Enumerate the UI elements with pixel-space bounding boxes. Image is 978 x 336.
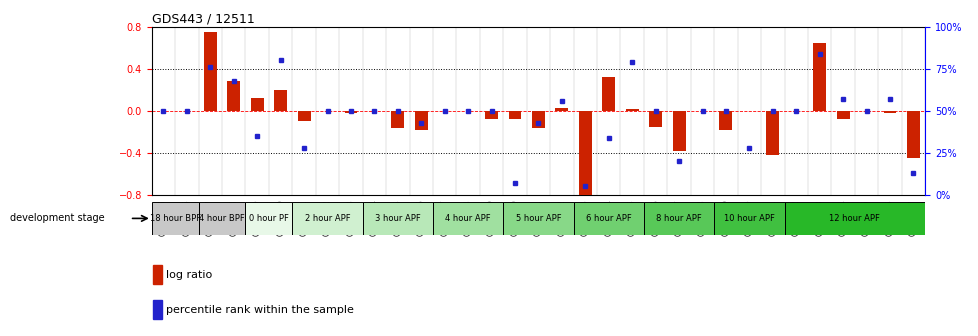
- Text: 2 hour APF: 2 hour APF: [304, 214, 350, 223]
- Bar: [415, 111, 427, 130]
- Bar: [883, 111, 896, 113]
- Text: 4 hour BPF: 4 hour BPF: [199, 214, 244, 223]
- Bar: [783, 202, 924, 235]
- Bar: [625, 109, 638, 111]
- Text: development stage: development stage: [10, 213, 105, 223]
- Bar: [292, 202, 362, 235]
- Text: 3 hour APF: 3 hour APF: [375, 214, 421, 223]
- Bar: [601, 77, 614, 111]
- Text: 10 hour APF: 10 hour APF: [723, 214, 774, 223]
- Bar: [485, 111, 498, 119]
- Bar: [578, 111, 591, 197]
- Bar: [555, 108, 568, 111]
- Bar: [344, 111, 357, 113]
- Bar: [719, 111, 732, 130]
- Bar: [906, 111, 919, 158]
- Bar: [531, 111, 545, 128]
- Bar: [432, 202, 503, 235]
- Bar: [297, 111, 310, 121]
- Text: 12 hour APF: 12 hour APF: [828, 214, 879, 223]
- Bar: [573, 202, 644, 235]
- Bar: [153, 265, 161, 284]
- Bar: [813, 43, 825, 111]
- Text: GDS443 / 12511: GDS443 / 12511: [152, 13, 254, 26]
- Bar: [503, 202, 573, 235]
- Text: percentile rank within the sample: percentile rank within the sample: [165, 305, 353, 315]
- Bar: [153, 300, 161, 319]
- Bar: [836, 111, 849, 119]
- Bar: [250, 98, 263, 111]
- Bar: [672, 111, 685, 151]
- Bar: [644, 202, 714, 235]
- Text: 4 hour APF: 4 hour APF: [445, 214, 490, 223]
- Bar: [274, 90, 287, 111]
- Bar: [199, 202, 245, 235]
- Bar: [203, 32, 216, 111]
- Text: 8 hour APF: 8 hour APF: [655, 214, 701, 223]
- Text: 18 hour BPF: 18 hour BPF: [150, 214, 200, 223]
- Bar: [227, 82, 240, 111]
- Text: 0 hour PF: 0 hour PF: [248, 214, 289, 223]
- Bar: [766, 111, 778, 155]
- Text: 5 hour APF: 5 hour APF: [515, 214, 560, 223]
- Bar: [391, 111, 404, 128]
- Text: 6 hour APF: 6 hour APF: [585, 214, 631, 223]
- Bar: [648, 111, 661, 127]
- Bar: [152, 202, 199, 235]
- Text: log ratio: log ratio: [165, 270, 211, 280]
- Bar: [508, 111, 521, 119]
- Bar: [362, 202, 432, 235]
- Bar: [714, 202, 783, 235]
- Bar: [245, 202, 292, 235]
